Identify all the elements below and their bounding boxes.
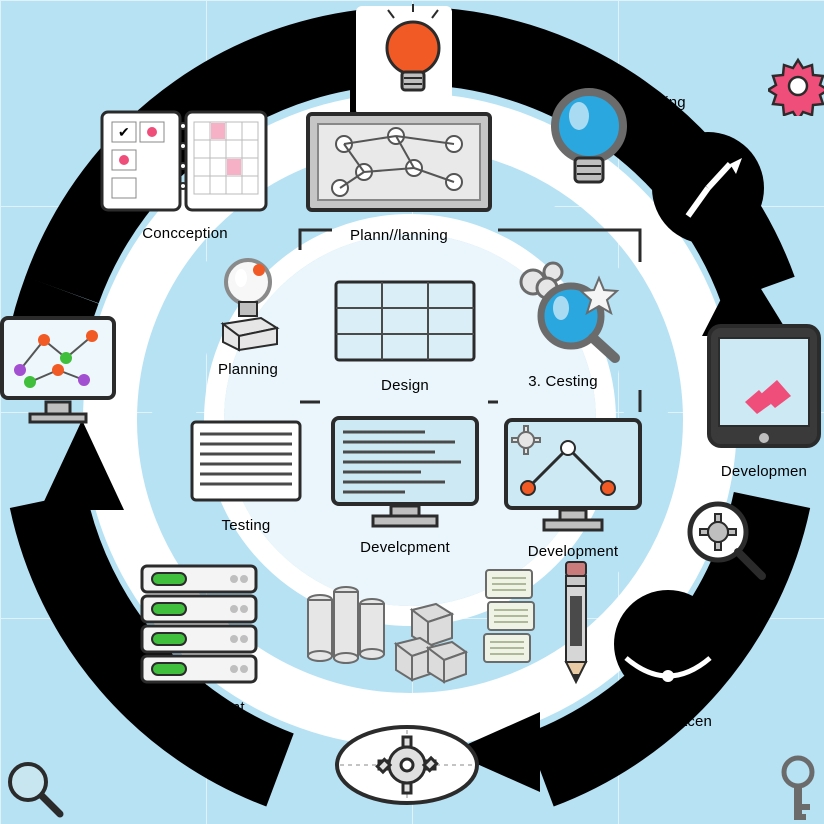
design-label: Design [330,377,480,394]
lightbulb-icon [374,4,452,100]
phase-tablet: Developmen [704,322,824,480]
phase-clock [648,128,768,253]
phase-papers [476,564,546,679]
network-panel-icon [304,110,494,218]
phase-development: Develcpment [320,412,490,556]
magnifier-gear-icon [680,494,770,584]
phase-design: Design [330,276,480,394]
clock-dark-icon [648,128,768,248]
tablet-label: Developmen [704,463,824,480]
conception-label: Concception [100,225,270,242]
grid-panel-icon [330,276,480,368]
phase-cylinders [300,582,390,677]
bulb-box-icon [203,252,293,352]
chagning-label: Chagning [620,94,710,111]
testing-mid-label: Testing [182,517,310,534]
eye-gear-icon [332,720,482,810]
lined-doc-icon [186,416,306,508]
paper-stack-icon [476,564,546,674]
mag-small-bl [4,758,66,824]
phase-mag-gear [680,494,770,589]
phase-dev-right: Development [498,414,648,560]
svg-text:✔: ✔ [118,124,130,140]
diagram-stage: ✔ Concception [0,0,824,824]
phase-eye-gear [332,720,482,815]
maintenance-label: Maintenacen [608,713,728,730]
dev-right-label: Development [498,543,648,560]
phase-planning-top: Plann//lanning [304,110,494,244]
lightbulb-top [368,4,458,105]
key-br [770,754,824,824]
phase-monitor-left [0,310,120,435]
key-icon [770,754,824,824]
cylinders-icon [300,582,390,672]
phase-testing-mid: Testing [182,416,310,534]
gear-pink-icon [768,56,824,116]
phase-deployment: Deploopment [124,560,274,716]
phase-conception: ✔ Concception [100,106,270,242]
half-moon-icon [608,584,728,704]
phase-chagning: Chagning [524,84,654,199]
phase-cesting: 3. Cesting [498,260,628,390]
gear-pink-tr [768,56,824,121]
chart-monitor-icon [498,414,648,534]
cesting-label: 3. Cesting [498,373,628,390]
phase-pencil [556,556,596,691]
pencil-icon [556,556,596,686]
planning-top-label: Plann//lanning [304,227,494,244]
mag-bubble-icon [503,260,623,364]
phase-maintenance: Maintenacen [608,584,728,730]
code-monitor-icon [325,412,485,530]
planning-mid-label: Planning [188,361,308,378]
phase-planning-mid: Planning [188,252,308,378]
mag-small-icon [4,758,66,820]
deployment-label: Deploopment [124,699,274,716]
tablet-icon [705,322,823,454]
development-label: Develcpment [320,539,490,556]
cube-stack-icon [388,600,468,686]
notebook-icon: ✔ [100,106,270,216]
phase-cubes [388,600,468,691]
server-icon [134,560,264,690]
monitor-graph-icon [0,310,120,430]
